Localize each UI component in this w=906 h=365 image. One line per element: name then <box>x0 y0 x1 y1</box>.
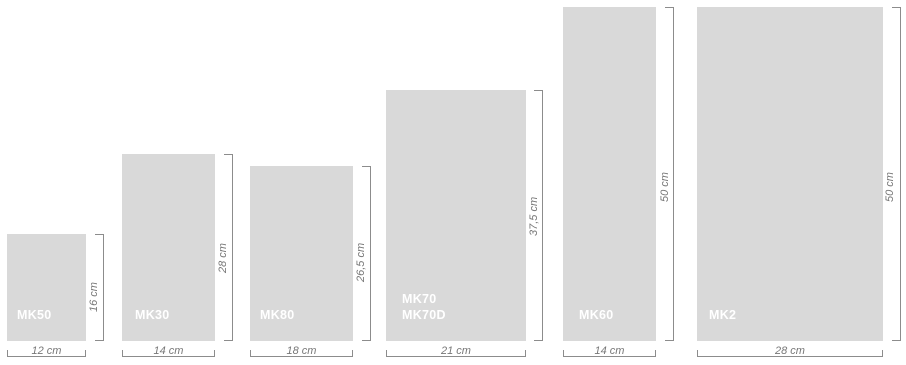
panel-rect <box>250 166 353 341</box>
width-label: 12 cm <box>31 345 62 357</box>
width-label: 14 cm <box>594 345 625 357</box>
product-panel-mk50: MK50 <box>7 234 86 341</box>
width-bracket <box>250 350 353 357</box>
width-bracket <box>563 350 656 357</box>
product-panel-mk80: MK80 <box>250 166 353 341</box>
panel-rect <box>7 234 86 341</box>
panel-rect <box>386 90 526 341</box>
model-name: MK30 <box>135 308 170 322</box>
width-bracket <box>122 350 215 357</box>
model-label: MK70 MK70D <box>402 291 446 323</box>
product-panel-mk30: MK30 <box>122 154 215 341</box>
model-name: MK50 <box>17 308 52 322</box>
width-bracket <box>7 350 86 357</box>
model-name: MK70D <box>402 308 446 322</box>
panel-rect <box>122 154 215 341</box>
panel-rect <box>563 7 656 341</box>
width-label: 28 cm <box>775 345 805 357</box>
panel-rect <box>697 7 883 341</box>
width-bracket <box>697 350 883 357</box>
height-label: 50 cm <box>659 172 671 202</box>
height-label: 37,5 cm <box>528 196 540 236</box>
model-label: MK2 <box>709 307 736 323</box>
height-bracket <box>665 7 674 341</box>
product-panel-mk70: MK70 MK70D <box>386 90 526 341</box>
width-label: 14 cm <box>153 345 184 357</box>
height-bracket <box>224 154 233 341</box>
height-bracket <box>362 166 371 341</box>
model-label: MK80 <box>260 307 295 323</box>
model-label: MK30 <box>135 307 170 323</box>
width-bracket <box>386 350 526 357</box>
height-bracket <box>534 90 543 341</box>
height-bracket <box>892 7 901 341</box>
height-label: 26,5 cm <box>355 242 367 282</box>
model-label: MK50 <box>17 307 52 323</box>
product-panel-mk2: MK2 <box>697 7 883 341</box>
product-panel-mk60: MK60 <box>563 7 656 341</box>
width-label: 18 cm <box>286 345 317 357</box>
width-label: 21 cm <box>441 345 471 357</box>
height-label: 16 cm <box>88 282 100 312</box>
model-name: MK70 <box>402 292 437 306</box>
model-label: MK60 <box>579 307 614 323</box>
height-label: 28 cm <box>217 243 229 273</box>
model-name: MK60 <box>579 308 614 322</box>
model-name: MK80 <box>260 308 295 322</box>
height-bracket <box>95 234 104 341</box>
height-label: 50 cm <box>884 172 896 202</box>
model-name: MK2 <box>709 308 737 322</box>
